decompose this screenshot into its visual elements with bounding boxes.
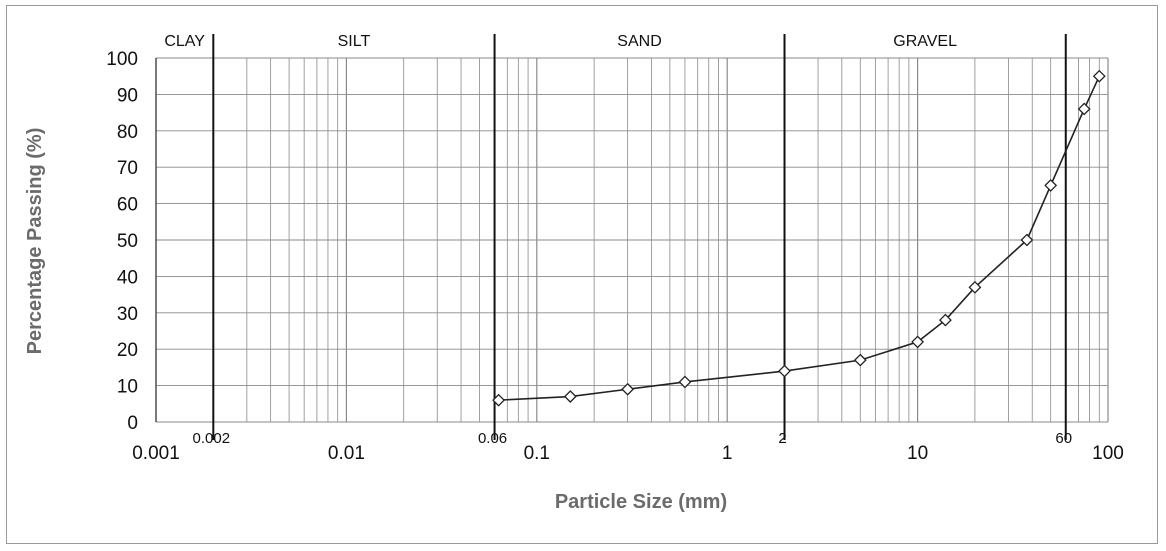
x-tick-label: 0.1 (524, 443, 550, 464)
y-tick-label: 50 (117, 231, 138, 252)
data-point (1020, 233, 1034, 247)
data-point (678, 375, 692, 389)
data-point (853, 353, 867, 367)
y-axis-title: Percentage Passing (%) (24, 128, 46, 355)
x-tick-label: 100 (1092, 443, 1124, 464)
boundary-label: 0.002 (193, 430, 231, 447)
series-layer (492, 69, 1106, 407)
series-line (498, 75, 1101, 401)
data-point (492, 393, 506, 407)
x-tick-label: 0.01 (328, 443, 365, 464)
x-tick-label: 1 (722, 443, 733, 464)
data-point (939, 313, 952, 327)
zone-label: SAND (617, 33, 661, 50)
data-point (778, 364, 791, 378)
boundary-label: 60 (1055, 430, 1072, 447)
data-point (1092, 69, 1106, 83)
y-tick-label: 10 (117, 377, 138, 398)
y-tick-label: 0 (127, 413, 138, 434)
y-tick-label: 60 (117, 195, 138, 216)
y-tick-label: 40 (117, 267, 138, 288)
data-point (1077, 102, 1091, 116)
boundary-lines (212, 34, 1067, 440)
data-point (621, 382, 635, 396)
y-tick-label: 20 (117, 340, 138, 361)
data-point (1044, 178, 1058, 192)
labels: 0.002 0.06 2 60 CLAY SILT SAND GRAVEL 0.001 0.01 0… (106, 33, 1124, 464)
y-tick-label: 90 (117, 85, 138, 106)
boundary-label: 2 (778, 430, 786, 447)
grid (155, 57, 1109, 423)
zone-label: CLAY (164, 33, 205, 50)
zone-label: GRAVEL (893, 33, 957, 50)
boundary-label: 0.06 (478, 430, 507, 447)
y-tick-label: 70 (117, 158, 138, 179)
data-point (911, 335, 925, 349)
y-tick-label: 80 (117, 122, 138, 143)
y-tick-label: 100 (106, 49, 138, 70)
x-tick-label: 0.001 (132, 443, 180, 464)
zone-label: SILT (338, 33, 371, 50)
data-point (563, 390, 577, 403)
x-tick-label: 10 (907, 443, 928, 464)
x-axis-title: Particle Size (mm) (555, 491, 727, 513)
y-tick-label: 30 (117, 304, 138, 325)
data-point (968, 280, 982, 294)
